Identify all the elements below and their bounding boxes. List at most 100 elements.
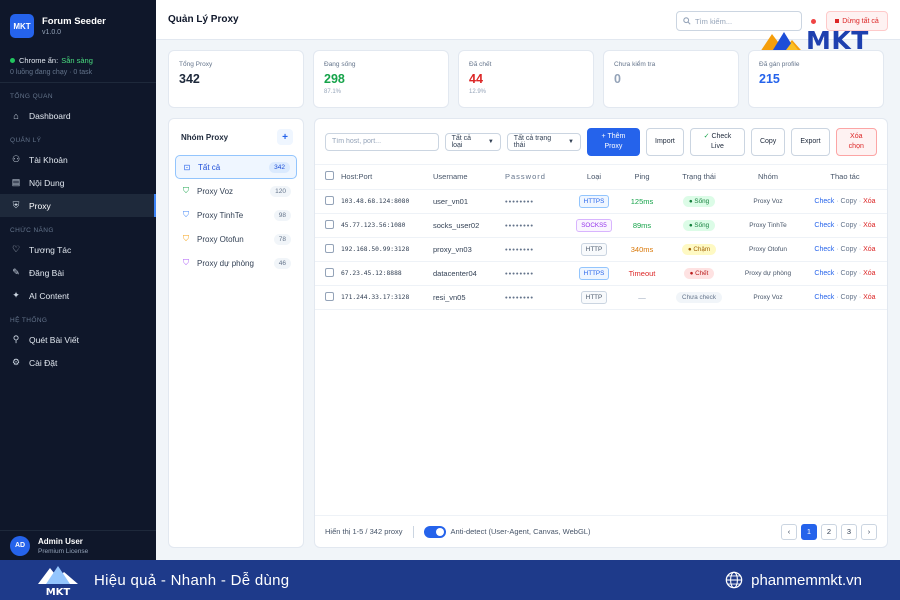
col-ping[interactable]: Ping (619, 165, 665, 190)
delete-selected-button[interactable]: Xóa chọn (835, 127, 877, 156)
stat-sub: 12.9% (469, 89, 487, 95)
row-check-link[interactable]: Check (814, 293, 835, 301)
search-input[interactable] (695, 16, 795, 26)
sidebar-item-label: Cài Đặt (29, 357, 58, 368)
col-status[interactable]: Trạng thái (665, 165, 733, 190)
row-delete-link[interactable]: Xóa (863, 197, 876, 205)
action-separator: · (836, 269, 839, 277)
page-button[interactable]: 2 (821, 523, 837, 540)
table-row[interactable]: 45.77.123.56:1080 socks_user02 •••••••• SOC… (315, 213, 887, 238)
group-label: Tất cả (198, 162, 221, 172)
group-item[interactable]: ⛉ Proxy Otofun 78 (175, 227, 297, 251)
gear-icon: ⚙ (11, 357, 21, 367)
col-username[interactable]: Username (433, 165, 505, 190)
group-item[interactable]: ⛉ Proxy Voz 120 (175, 179, 297, 203)
status-text: Sống (694, 221, 710, 229)
check-live-label-2: Live (711, 142, 724, 150)
pagination-summary: Hiển thị 1-5 / 342 proxy (325, 527, 403, 536)
sidebar-item-ai-content[interactable]: ✦ AI Content (0, 284, 156, 307)
row-checkbox[interactable] (325, 243, 334, 253)
ping-cell: Timeout (619, 261, 665, 286)
group-item[interactable]: ⛉ Proxy TinhTe 98 (175, 203, 297, 227)
group-item[interactable]: ⊡ Tất cả 342 (175, 155, 297, 179)
copy-button[interactable]: Copy (750, 127, 786, 156)
page-title: Quản Lý Proxy (168, 14, 239, 25)
stat-label: Đã gán profile (759, 61, 800, 68)
page-button[interactable]: 3 (841, 523, 857, 540)
row-copy-link[interactable]: Copy (840, 293, 857, 301)
add-group-button[interactable]: + (277, 129, 293, 145)
stop-all-button[interactable]: Dừng tất cả (826, 11, 888, 31)
col-host[interactable]: Host:Port (341, 165, 433, 190)
stat-value: 44 (469, 72, 483, 86)
col-group[interactable]: Nhóm (733, 165, 803, 190)
row-checkbox[interactable] (325, 219, 334, 229)
select-all-checkbox[interactable] (325, 171, 334, 181)
user-profile[interactable]: AD Admin User Premium License (0, 530, 156, 560)
bulb-icon: ✦ (12, 290, 20, 300)
sidebar-item-proxy[interactable]: ⛨ Proxy (0, 194, 156, 217)
row-checkbox[interactable] (325, 267, 334, 277)
row-checkbox[interactable] (325, 291, 334, 301)
page-button[interactable]: 1 (801, 523, 817, 540)
stat-card: Đang sống 298 87.1% (313, 50, 449, 108)
group-cell: Proxy dự phòng (733, 261, 803, 286)
row-delete-link[interactable]: Xóa (863, 293, 876, 301)
chevron-down-icon: ▼ (487, 138, 494, 145)
username-cell: proxy_vn03 (433, 237, 505, 262)
row-delete-link[interactable]: Xóa (863, 269, 876, 277)
import-button[interactable]: Import (646, 127, 684, 156)
add-proxy-button[interactable]: + Thêm Proxy (586, 127, 641, 156)
type-select[interactable]: Tất cả loại ▼ (444, 132, 501, 151)
table-row[interactable]: 171.244.33.17:3128 resi_vn05 •••••••• HTTP —… (315, 285, 887, 310)
type-badge: HTTP (580, 290, 608, 304)
actions-cell: Check · Copy · Xóa (803, 189, 887, 214)
antidetect-toggle[interactable] (423, 525, 446, 538)
sidebar-item-cài-đặt[interactable]: ⚙ Cài Đặt (0, 351, 156, 374)
row-delete-link[interactable]: Xóa (863, 245, 876, 253)
status-text: Chưa check (682, 293, 716, 301)
row-check-link[interactable]: Check (814, 245, 835, 253)
next-page-button[interactable]: › (861, 523, 877, 540)
table-row[interactable]: 192.168.50.99:3128 proxy_vn03 •••••••• HTTP… (315, 237, 887, 262)
search-box[interactable] (676, 11, 802, 31)
sidebar-item-tài-khoản[interactable]: ⚇ Tài Khoản (0, 148, 156, 171)
globe-icon (725, 571, 743, 589)
check-live-button[interactable]: ✓ Check Live (689, 127, 745, 156)
password-cell: •••••••• (505, 261, 569, 286)
host-port-cell: 103.48.68.124:8080 (341, 189, 433, 214)
sidebar-item-dashboard[interactable]: ⌂ Dashboard (0, 104, 156, 127)
sidebar-item-nội-dung[interactable]: ▤ Nội Dung (0, 171, 156, 194)
website-link[interactable]: phanmemmkt.vn (725, 571, 862, 589)
group-item[interactable]: ⛉ Proxy dự phòng 46 (175, 251, 297, 275)
sidebar-item-đăng-bài[interactable]: ✎ Đăng Bài (0, 261, 156, 284)
row-check-link[interactable]: Check (814, 269, 835, 277)
row-check-link[interactable]: Check (814, 197, 835, 205)
export-button[interactable]: Export (791, 127, 830, 156)
username-cell: resi_vn05 (433, 285, 505, 310)
user-plan: Premium License (38, 547, 89, 555)
sidebar-item-quét-bài-viết[interactable]: ⚲ Quét Bài Viết (0, 328, 156, 351)
actions-cell: Check · Copy · Xóa (803, 285, 887, 310)
filter-input[interactable] (325, 132, 439, 151)
row-copy-link[interactable]: Copy (840, 221, 857, 229)
row-check-link[interactable]: Check (814, 221, 835, 229)
action-separator: · (858, 197, 862, 205)
col-type[interactable]: Loại (569, 165, 619, 190)
col-password[interactable]: Password (505, 165, 569, 190)
prev-page-button[interactable]: ‹ (781, 523, 797, 540)
delete-label-2: chọn (848, 142, 864, 150)
actions-cell: Check · Copy · Xóa (803, 261, 887, 286)
row-copy-link[interactable]: Copy (840, 197, 857, 205)
row-delete-link[interactable]: Xóa (863, 221, 876, 229)
row-copy-link[interactable]: Copy (840, 245, 857, 253)
status-select[interactable]: Tất cả trạng thái ▼ (506, 132, 581, 151)
sidebar-item-tương-tác[interactable]: ♡ Tương Tác (0, 238, 156, 261)
table-row[interactable]: 67.23.45.12:8888 datacenter04 •••••••• HTTP… (315, 261, 887, 286)
table-row[interactable]: 103.48.68.124:8080 user_vn01 •••••••• HTTPS… (315, 189, 887, 214)
row-checkbox[interactable] (325, 195, 334, 205)
table-footer: Hiển thị 1-5 / 342 proxy Anti-detect (Us… (315, 515, 887, 547)
ping-cell: 340ms (619, 237, 665, 262)
row-copy-link[interactable]: Copy (840, 269, 857, 277)
ping-cell: 89ms (619, 213, 665, 238)
